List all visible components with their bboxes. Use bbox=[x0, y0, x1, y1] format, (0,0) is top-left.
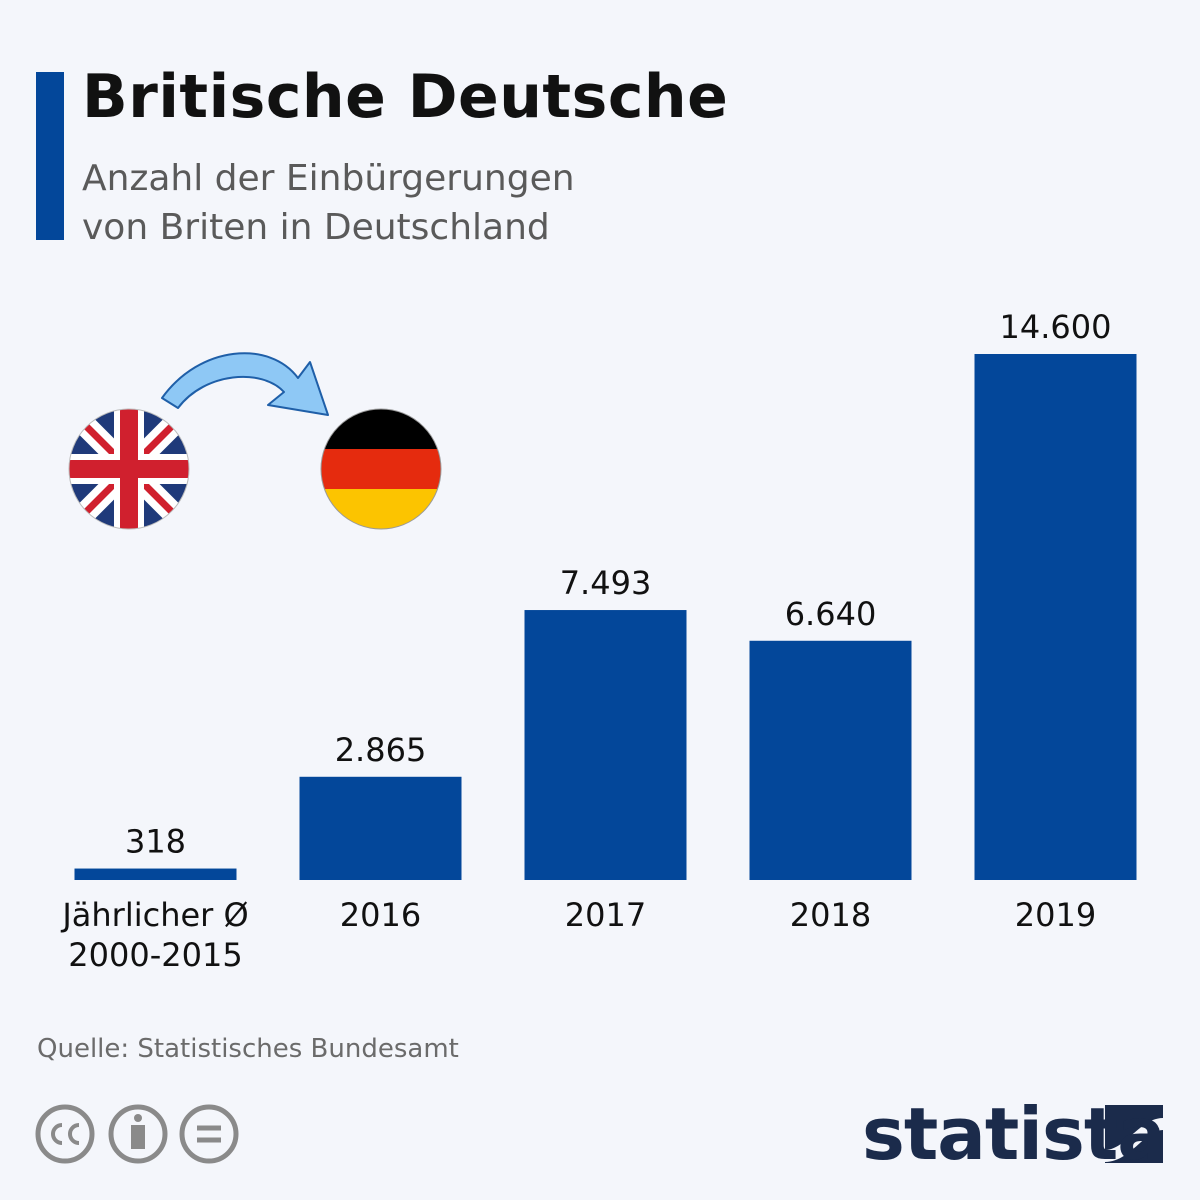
bar bbox=[524, 610, 687, 880]
value-label: 14.600 bbox=[1000, 308, 1112, 346]
x-tick-label: Jährlicher Ø 2000-2015 bbox=[62, 896, 249, 974]
bar bbox=[74, 868, 237, 880]
value-label: 6.640 bbox=[785, 595, 877, 633]
bar bbox=[749, 640, 912, 880]
brand-icon bbox=[1105, 1105, 1163, 1163]
chart-title: Britische Deutsche bbox=[82, 62, 729, 132]
arrow-icon bbox=[161, 352, 329, 416]
chart-subtitle: Anzahl der Einbürgerungen von Briten in … bbox=[82, 158, 575, 248]
value-label: 7.493 bbox=[560, 564, 652, 602]
x-tick-label: 2016 bbox=[339, 896, 422, 934]
uk-flag-icon bbox=[68, 408, 190, 530]
bar bbox=[974, 354, 1137, 880]
x-tick-label: 2018 bbox=[789, 896, 872, 934]
bar bbox=[299, 776, 462, 880]
value-label: 318 bbox=[125, 823, 186, 861]
value-label: 2.865 bbox=[335, 731, 427, 769]
accent-bar bbox=[36, 72, 64, 240]
source: Quelle: Statistisches Bundesamt bbox=[37, 1034, 459, 1064]
license-icons bbox=[35, 1104, 239, 1164]
x-tick-label: 2017 bbox=[564, 896, 647, 934]
x-tick-label: 2019 bbox=[1014, 896, 1097, 934]
brand-logo: statista bbox=[862, 1092, 1166, 1176]
de-flag-icon bbox=[320, 408, 442, 530]
